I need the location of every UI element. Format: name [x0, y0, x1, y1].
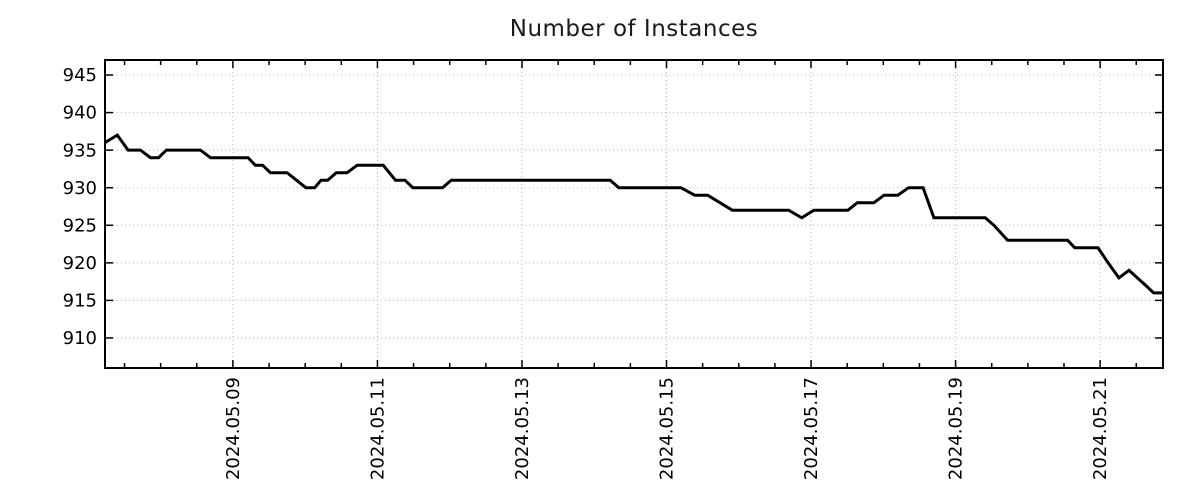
y-tick-label: 940 [63, 103, 97, 124]
x-tick-label: 2024.05.13 [512, 377, 533, 480]
x-tick-label: 2024.05.21 [1090, 377, 1111, 480]
y-tick-label: 910 [63, 328, 97, 349]
y-tick-label: 920 [63, 253, 97, 274]
y-tick-label: 930 [63, 178, 97, 199]
x-tick-label: 2024.05.17 [801, 377, 822, 480]
y-tick-label: 945 [63, 65, 97, 86]
x-tick-label: 2024.05.09 [223, 377, 244, 480]
x-tick-label: 2024.05.11 [368, 377, 389, 480]
y-tick-label: 915 [63, 291, 97, 312]
y-tick-label: 925 [63, 215, 97, 236]
plot-border [104, 59, 1164, 369]
chart-title: Number of Instances [509, 16, 759, 42]
x-tick-label: 2024.05.15 [657, 377, 678, 480]
y-tick-label: 935 [63, 140, 97, 161]
x-tick-label: 2024.05.19 [946, 377, 967, 480]
instances-line [104, 133, 1163, 295]
